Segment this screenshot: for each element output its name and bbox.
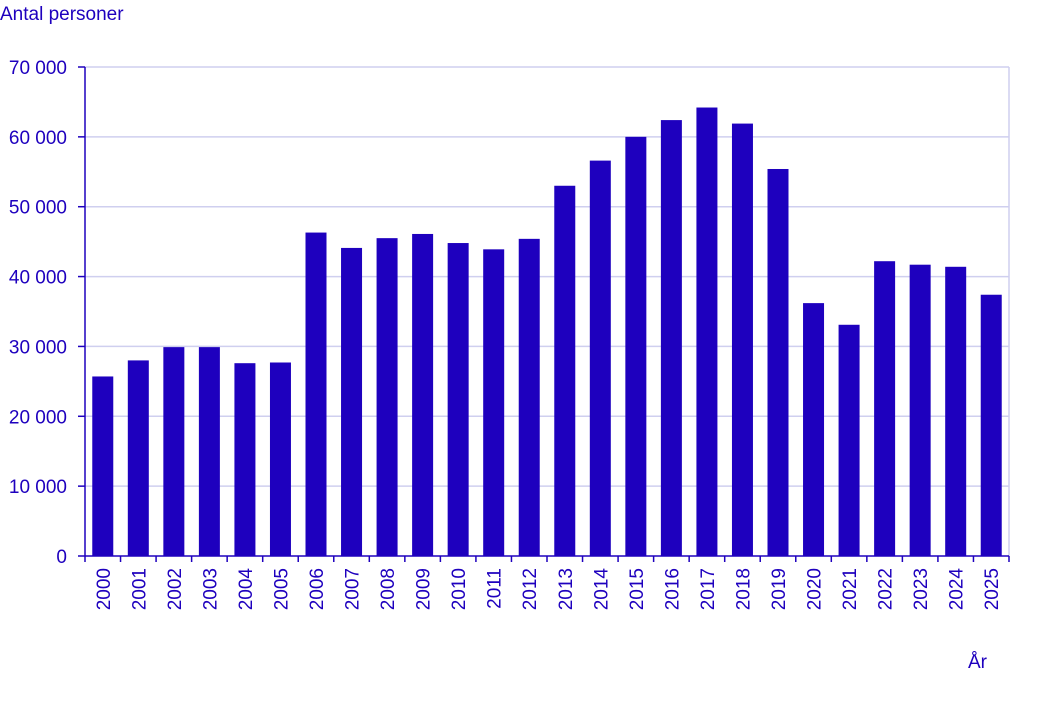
y-tick-label: 20 000 (9, 407, 67, 428)
bar-2025 (980, 294, 1002, 556)
y-axis-ticks: 0 10 000 20 000 30 000 40 000 50 000 60 000 70 … (9, 58, 85, 568)
bar-2008 (376, 238, 398, 556)
bar-2013 (554, 185, 576, 556)
bar-2019 (767, 168, 789, 556)
bar-2024 (945, 266, 967, 556)
x-tick-label: 2007 (343, 568, 364, 610)
x-tick-label: 2022 (876, 568, 897, 610)
x-tick-label: 2021 (840, 568, 861, 610)
bar-2022 (874, 261, 896, 556)
bar-2010 (447, 243, 469, 557)
x-tick-label: 2014 (591, 568, 612, 611)
x-tick-label: 2013 (556, 568, 577, 610)
x-tick-label: 2024 (947, 568, 968, 611)
x-tick-label: 2008 (378, 568, 399, 610)
bar-2006 (305, 232, 327, 556)
x-tick-label: 2006 (307, 568, 328, 610)
y-tick-label: 50 000 (9, 198, 67, 219)
bar-2002 (163, 347, 185, 556)
bar-2007 (341, 247, 363, 556)
x-tick-label: 2023 (911, 568, 932, 610)
bar-2004 (234, 363, 256, 556)
x-tick-label: 2011 (485, 568, 506, 609)
y-tick-label: 0 (56, 547, 67, 568)
x-axis: 2000 2001 2002 2003 2004 2005 2006 2007 2008 2009… (84, 67, 1010, 611)
bar-2018 (731, 123, 753, 556)
x-tick-label: 2012 (520, 568, 541, 610)
bar-2020 (803, 303, 825, 556)
x-tick-label: 2025 (982, 568, 1003, 610)
bar-2014 (589, 160, 611, 556)
x-tick-label: 2018 (733, 568, 754, 610)
y-tick-label: 10 000 (9, 477, 67, 498)
bars (92, 107, 1002, 557)
bar-2017 (696, 107, 718, 556)
y-tick-label: 40 000 (9, 268, 67, 289)
y-tick-label: 30 000 (9, 337, 67, 358)
x-tick-label: 2002 (165, 568, 186, 610)
bar-2005 (269, 362, 291, 556)
x-axis-title: År (968, 652, 988, 673)
x-tick-label: 2005 (271, 568, 292, 610)
bar-2003 (198, 347, 220, 556)
x-tick-label: 2001 (129, 568, 150, 610)
x-tick-label: 2020 (805, 568, 826, 610)
bar-2021 (838, 324, 860, 556)
bar-2023 (909, 264, 931, 556)
bar-2009 (412, 233, 434, 557)
x-tick-label: 2016 (662, 568, 683, 610)
x-tick-label: 2017 (698, 568, 719, 610)
x-tick-label: 2000 (94, 568, 115, 610)
bar-2011 (483, 249, 505, 556)
bar-2012 (518, 238, 540, 556)
bar-2016 (660, 120, 682, 556)
x-tick-label: 2010 (449, 568, 470, 610)
x-tick-label: 2009 (414, 568, 435, 610)
x-tick-label: 2004 (236, 568, 257, 611)
x-tick-label: 2003 (200, 568, 221, 610)
y-axis-title: Antal personer (0, 4, 124, 25)
y-tick-label: 70 000 (9, 58, 67, 79)
gridlines (85, 66, 1010, 556)
bar-2000 (92, 376, 114, 556)
bar-2001 (127, 360, 149, 556)
bar-2015 (625, 136, 647, 556)
y-tick-label: 60 000 (9, 128, 67, 149)
x-tick-label: 2015 (627, 568, 648, 610)
x-tick-label: 2019 (769, 568, 790, 610)
